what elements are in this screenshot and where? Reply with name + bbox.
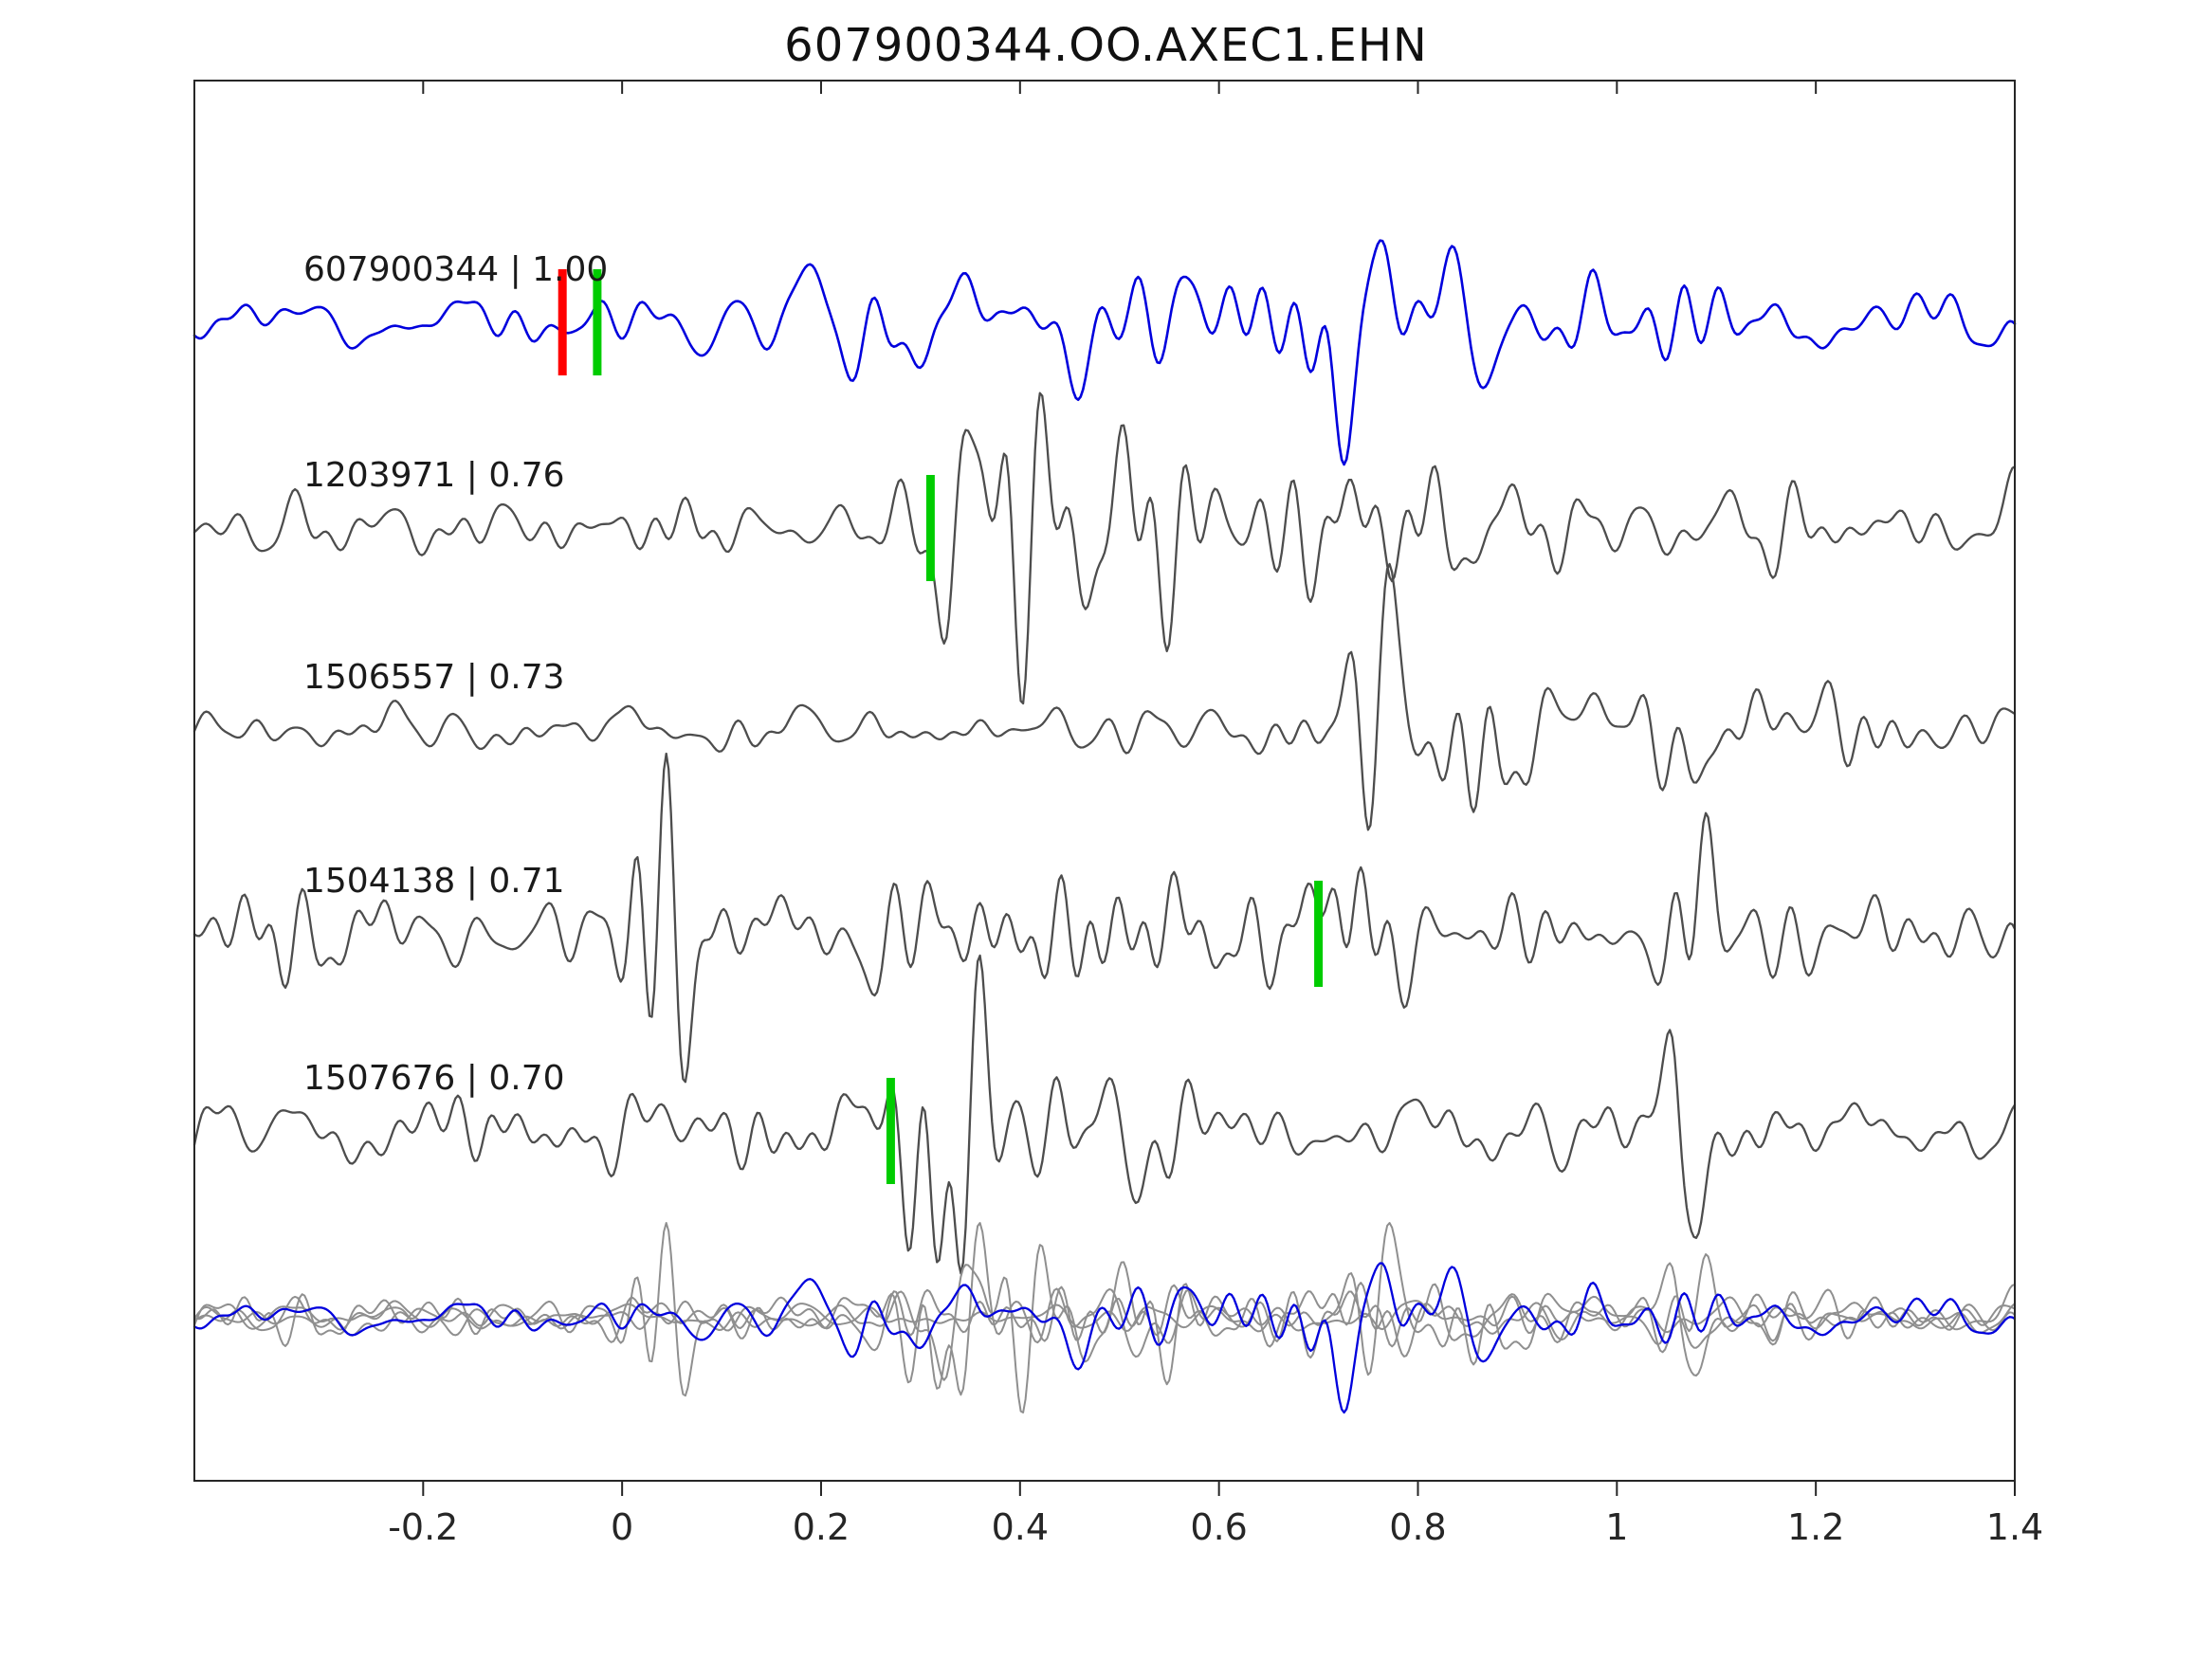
trace-label-1203971: 1203971 | 0.76: [303, 456, 565, 495]
overlay-waveform-1504138: [193, 1222, 2016, 1397]
overlay-waveform-1506557: [193, 1222, 2016, 1376]
x-tick-label: -0.2: [388, 1506, 458, 1548]
overlay-group: [192, 1222, 2017, 1414]
x-tick-label: 0.6: [1190, 1506, 1247, 1548]
trace-waveform-1506557: [192, 562, 2017, 831]
x-tick-label: 1.2: [1787, 1506, 1844, 1548]
trace-label-1506557: 1506557 | 0.73: [303, 658, 565, 697]
trace-waveform-1203971: [192, 392, 2017, 705]
trace-group: [192, 239, 2017, 1275]
x-tick-label: 1.4: [1986, 1506, 2043, 1548]
trace-label-607900344: 607900344 | 1.00: [303, 250, 608, 289]
x-tick-label: 1: [1605, 1506, 1628, 1548]
overlay-waveform-template: [192, 1262, 2017, 1414]
trace-label-1507676: 1507676 | 0.70: [303, 1059, 565, 1098]
x-tick-label: 0.8: [1389, 1506, 1446, 1548]
overlay-waveform-1507676: [193, 1222, 2016, 1396]
axis-group: -0.2 0 0.2 0.4 0.6 0.8 1 1.2 1.4: [193, 80, 2043, 1548]
x-tick-label: 0: [611, 1506, 633, 1548]
pick-marker-group: [558, 269, 1324, 1184]
page-title: 607900344.OO.AXEC1.EHN: [784, 19, 1428, 72]
trace-label-1504138: 1504138 | 0.71: [303, 862, 565, 901]
x-tick-label: 0.4: [992, 1506, 1049, 1548]
trace-waveform-1504138: [192, 752, 2017, 1084]
overlay-waveform-1203971: [193, 1244, 2016, 1413]
trace-label-group: 607900344 | 1.00 1203971 | 0.76 1506557 | …: [303, 250, 608, 1098]
trace-waveform-607900344: [192, 239, 2017, 466]
x-tick-label: 0.2: [793, 1506, 850, 1548]
plot-border: [193, 80, 2016, 1482]
trace-waveform-1507676: [192, 954, 2017, 1275]
